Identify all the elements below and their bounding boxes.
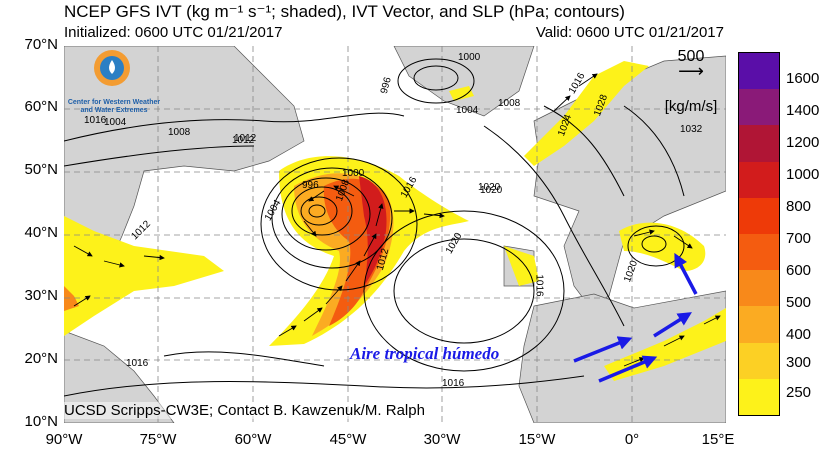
plot-title: NCEP GFS IVT (kg m⁻¹ s⁻¹; shaded), IVT V… bbox=[64, 2, 625, 21]
lon-label: 45°W bbox=[329, 431, 367, 448]
colorbar-label: 700 bbox=[786, 230, 812, 247]
valid-time: Valid: 0600 UTC 01/21/2017 bbox=[535, 24, 724, 41]
lon-label: 60°W bbox=[234, 431, 272, 448]
lon-label: 0° bbox=[624, 431, 640, 448]
lon-label: 15°E bbox=[701, 431, 735, 448]
credit-text: UCSD Scripps-CW3E; Contact B. Kawzenuk/M… bbox=[64, 402, 425, 419]
arrow-right-icon: ⟶ bbox=[678, 61, 704, 81]
lat-label: 40°N bbox=[24, 224, 58, 241]
ivt-vectors bbox=[73, 73, 721, 367]
logo-text: Center for Western Weather and Water Ext… bbox=[67, 99, 161, 114]
slp-contours bbox=[64, 58, 685, 397]
colorbar-label: 600 bbox=[786, 262, 812, 279]
ivt-map bbox=[64, 46, 726, 423]
lon-label: 90°W bbox=[45, 431, 83, 448]
colorbar-label: 300 bbox=[786, 354, 812, 371]
lon-label: 15°W bbox=[518, 431, 556, 448]
lon-label: 30°W bbox=[423, 431, 461, 448]
lat-label: 30°N bbox=[24, 287, 58, 304]
lat-label: 60°N bbox=[24, 98, 58, 115]
reference-vector: 500 ⟶ [kg/m/s] bbox=[658, 48, 724, 118]
colorbar-label: 500 bbox=[786, 294, 812, 311]
lat-label: 50°N bbox=[24, 161, 58, 178]
lat-label: 10°N bbox=[24, 413, 58, 430]
annotation-label: Aire tropical húmedo bbox=[350, 344, 500, 363]
reference-vector-units: [kg/m/s] bbox=[664, 98, 718, 115]
initialized-time: Initialized: 0600 UTC 01/21/2017 bbox=[64, 24, 283, 41]
lon-label: 75°W bbox=[139, 431, 177, 448]
annotation-arrows bbox=[573, 252, 698, 383]
colorbar-label: 250 bbox=[786, 384, 812, 401]
colorbar bbox=[738, 52, 780, 416]
reference-vector-value: 500 bbox=[677, 48, 705, 65]
colorbar-label: 800 bbox=[786, 198, 812, 215]
colorbar-label: 1600 bbox=[786, 70, 820, 87]
colorbar-label: 1200 bbox=[786, 134, 820, 151]
colorbar-label: 1000 bbox=[786, 166, 820, 183]
lat-label: 70°N bbox=[24, 36, 58, 53]
colorbar-label: 1400 bbox=[786, 102, 820, 119]
cw3e-logo-icon bbox=[94, 50, 130, 86]
colorbar-label: 400 bbox=[786, 326, 812, 343]
lat-label: 20°N bbox=[24, 350, 58, 367]
